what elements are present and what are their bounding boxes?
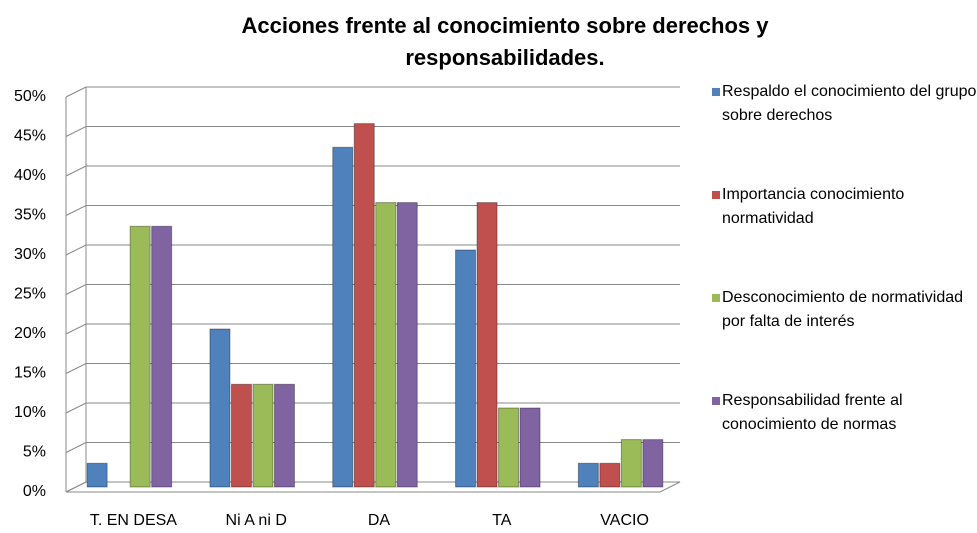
bar <box>476 202 498 488</box>
y-tick-label: 5% <box>23 444 46 461</box>
y-tick-label: 20% <box>14 325 46 342</box>
legend-item: Importancia conocimiento normatividad <box>712 183 977 286</box>
grid-line <box>65 126 680 137</box>
x-tick-label: T. EN DESA <box>90 512 177 529</box>
legend-label: Importancia conocimiento normatividad <box>722 186 905 227</box>
legend-label: Desconocimiento de normatividad por falt… <box>722 289 964 330</box>
y-tick-label: 30% <box>14 246 46 263</box>
bar <box>230 383 252 488</box>
legend-swatch <box>712 191 720 199</box>
bar <box>86 462 108 488</box>
legend-item: Respaldo el conocimiento del grupo sobre… <box>712 80 977 183</box>
y-tick-label: 15% <box>14 365 46 382</box>
bar <box>642 439 664 488</box>
chart-title: Acciones frente al conocimiento sobre de… <box>241 13 769 70</box>
x-tick-label: Ni A ni D <box>226 512 287 529</box>
y-tick-label: 0% <box>23 483 46 500</box>
legend-label: Responsabilidad frente al conocimiento d… <box>722 392 903 433</box>
bar <box>396 202 418 488</box>
x-tick-label: VACIO <box>600 512 649 529</box>
bar <box>273 383 295 488</box>
legend-item: Desconocimiento de normatividad por falt… <box>712 286 977 389</box>
y-tick-label: 25% <box>14 286 46 303</box>
y-tick-label: 40% <box>14 167 46 184</box>
y-tick-label: 50% <box>14 88 46 105</box>
legend-label: Respaldo el conocimiento del grupo sobre… <box>722 83 977 124</box>
bar <box>620 439 642 488</box>
x-tick-label: TA <box>492 512 512 529</box>
legend-swatch <box>712 88 720 96</box>
grid-line <box>65 86 680 98</box>
bar <box>151 225 173 488</box>
x-tick-label: DA <box>368 512 391 529</box>
legend: Respaldo el conocimiento del grupo sobre… <box>712 80 977 492</box>
bar <box>375 202 397 488</box>
bar <box>129 225 151 488</box>
bar <box>599 462 621 488</box>
bar <box>209 328 231 488</box>
bar <box>353 123 375 488</box>
bar <box>455 249 477 488</box>
y-tick-label: 45% <box>14 128 46 145</box>
legend-swatch <box>712 294 720 302</box>
grid-line <box>65 165 680 177</box>
legend-swatch <box>712 397 720 405</box>
bar <box>519 407 541 488</box>
legend-item: Responsabilidad frente al conocimiento d… <box>712 389 977 492</box>
bar <box>252 383 274 488</box>
bar <box>332 146 354 488</box>
y-tick-label: 10% <box>14 404 46 421</box>
bar <box>577 462 599 488</box>
bar <box>498 407 520 488</box>
y-tick-label: 35% <box>14 207 46 224</box>
